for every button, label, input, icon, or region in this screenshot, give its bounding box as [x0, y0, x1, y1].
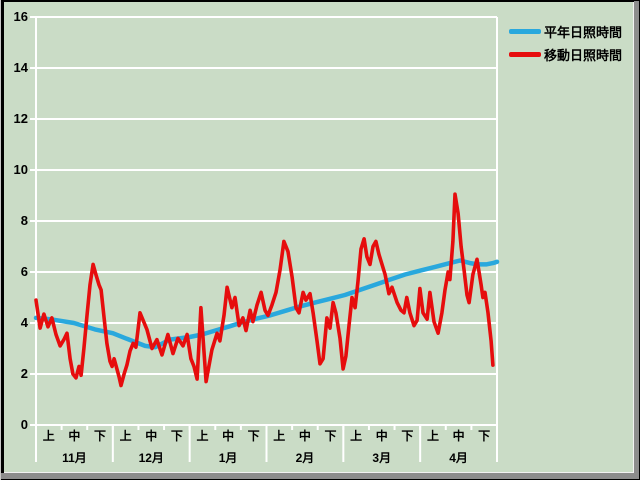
legend-entry-moving: 移動日照時間: [509, 44, 622, 64]
legend-line-sample-red: [509, 51, 541, 57]
x-period-label: 上: [42, 429, 55, 443]
y-tick-label: 4: [20, 315, 28, 330]
frame-edge-right: [634, 1, 639, 479]
x-period-label: 中: [298, 429, 311, 443]
legend-label-normal: 平年日照時間: [544, 24, 623, 40]
legend-entry-normal: 平年日照時間: [509, 21, 622, 41]
frame-highlight-right: [633, 2, 634, 473]
legend: 平年日照時間 移動日照時間: [509, 21, 622, 67]
y-tick-label: 0: [20, 417, 28, 432]
x-period-label: 下: [324, 429, 337, 443]
x-period-label: 中: [375, 429, 388, 443]
y-tick-label: 12: [13, 111, 28, 126]
x-period-label: 下: [401, 429, 414, 443]
x-period-label: 中: [145, 429, 158, 443]
x-month-label: 12月: [138, 451, 164, 465]
frame-highlight-left: [0, 0, 1, 480]
x-period-label: 上: [273, 429, 286, 443]
legend-line-sample-blue: [509, 28, 541, 34]
x-month-label: 3月: [372, 451, 392, 465]
x-month-label: 2月: [295, 451, 315, 465]
frame-edge-bottom: [1, 473, 639, 479]
x-period-label: 下: [170, 429, 183, 443]
x-period-label: 中: [452, 429, 465, 443]
y-tick-label: 14: [13, 60, 28, 75]
x-period-label: 下: [94, 429, 107, 443]
frame-highlight-bottom: [4, 472, 634, 473]
y-tick-label: 10: [13, 162, 28, 177]
x-period-label: 下: [478, 429, 491, 443]
x-month-label: 1月: [218, 451, 238, 465]
x-period-label: 下: [247, 429, 260, 443]
y-tick-label: 8: [20, 213, 28, 228]
x-month-label: 11月: [62, 451, 87, 465]
x-period-label: 上: [350, 429, 363, 443]
legend-label-moving: 移動日照時間: [544, 47, 623, 63]
x-period-label: 上: [426, 429, 439, 443]
y-tick-label: 6: [20, 264, 28, 279]
x-period-label: 中: [222, 429, 235, 443]
y-tick-label: 2: [20, 366, 28, 381]
chart-background: [4, 2, 633, 472]
line-moving-sunshine: [34, 192, 495, 388]
y-tick-label: 16: [13, 9, 28, 24]
chart-canvas: 0 2 4 6 8 10 12 14 16 上中下 11月上中下 12月上中下 1月上中下 2月上中下 3月…: [4, 2, 633, 472]
x-period-label: 中: [68, 429, 81, 443]
x-period-label: 上: [196, 429, 209, 443]
x-period-label: 上: [119, 429, 132, 443]
x-month-label: 4月: [449, 451, 468, 465]
plot-area: [4, 2, 633, 472]
